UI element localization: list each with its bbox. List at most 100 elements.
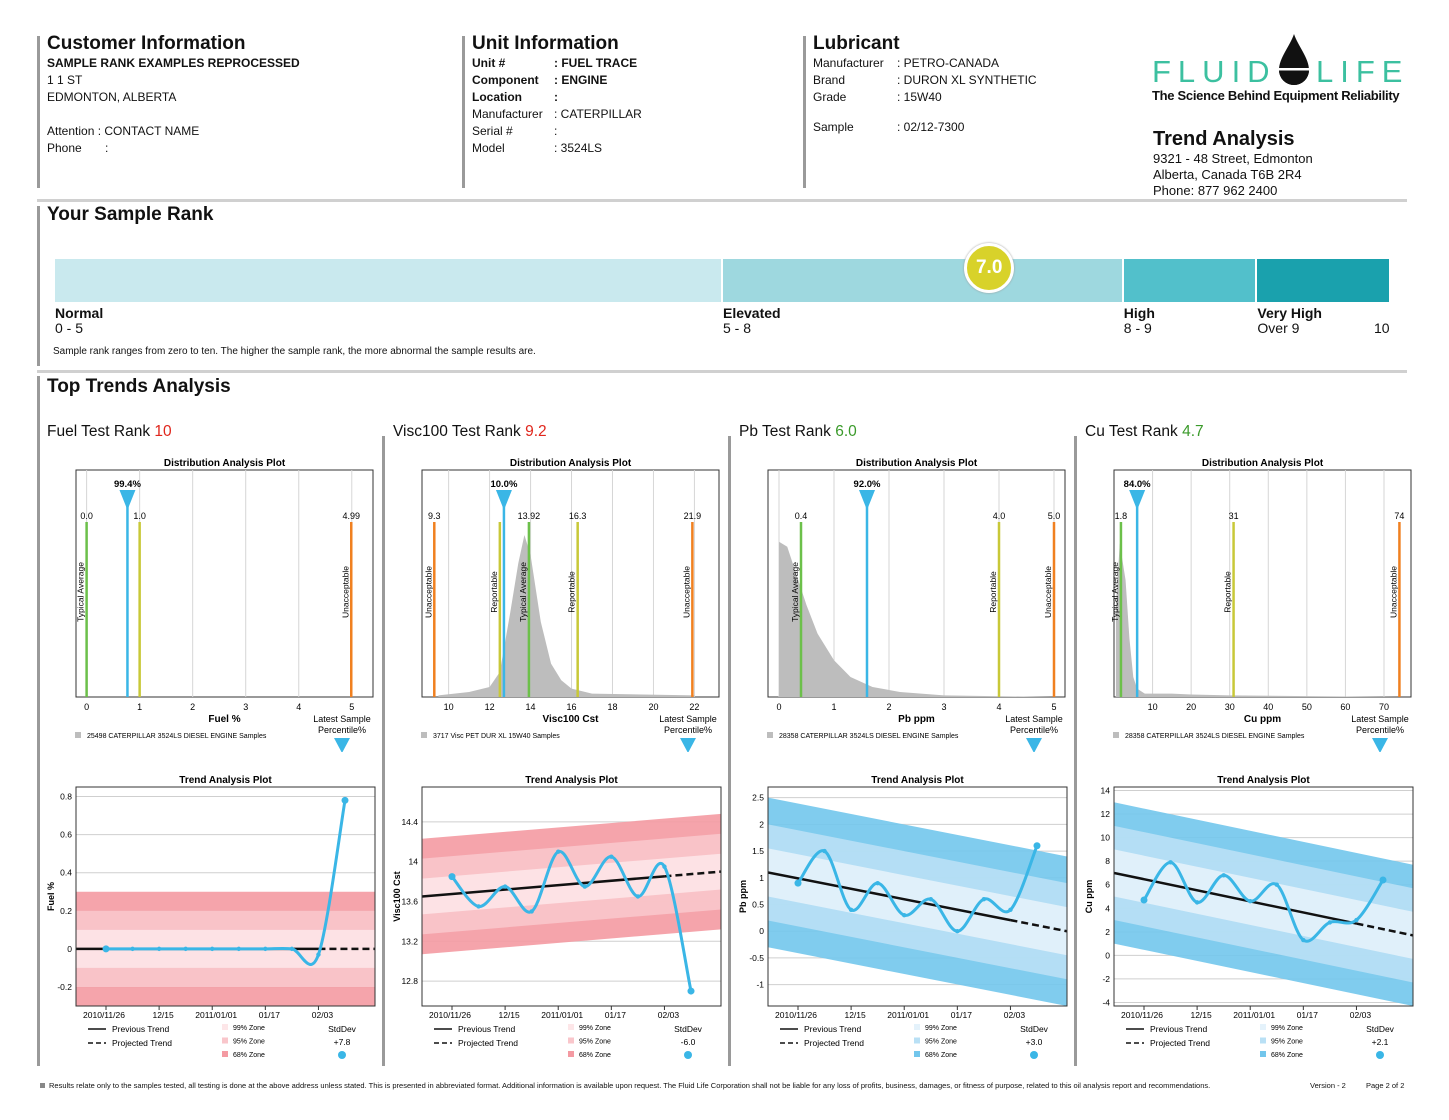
test-rank: 6.0	[835, 423, 857, 440]
legend-zone-swatch	[1260, 1051, 1266, 1057]
threshold-label: Unacceptable	[1043, 566, 1053, 618]
legend-zone: 95% Zone	[579, 1039, 611, 1046]
test-name: Cu Test Rank	[1085, 423, 1178, 440]
threshold-value: 4.0	[993, 511, 1006, 521]
phone-value: :	[105, 141, 109, 155]
unit-label: Location	[472, 90, 522, 104]
legend-zone: 99% Zone	[1271, 1025, 1303, 1032]
chart-title: Trend Analysis Plot	[525, 775, 618, 786]
report-title: Trend Analysis	[1153, 128, 1295, 150]
trend-chart: Trend Analysis Plot 0.8 0.6 0.4 0.2 0 -0.2 Fuel…	[46, 775, 376, 1059]
y-tick-label: 6	[1105, 880, 1110, 890]
samples-legend: 3717 Visc PET DUR XL 15W40 Samples	[433, 733, 560, 740]
chart-title: Trend Analysis Plot	[1217, 775, 1310, 786]
x-tick-label: 2	[190, 702, 195, 712]
data-point	[529, 909, 534, 914]
y-tick-label: 1	[759, 873, 764, 883]
percentile-arrow-icon	[680, 738, 696, 753]
x-tick-label: 01/17	[259, 1010, 281, 1020]
latest-sample-label: Latest Sample	[1351, 714, 1409, 724]
data-point	[1354, 917, 1359, 923]
threshold-value: 0.4	[795, 511, 808, 521]
distribution-area	[779, 541, 1054, 697]
footer-disclaimer: Results relate only to the samples teste…	[40, 1081, 1210, 1090]
data-point	[687, 987, 695, 995]
lubricant-label: Grade	[813, 90, 847, 104]
segment-range: 8 - 9	[1123, 320, 1152, 336]
test-rank: 10	[154, 423, 172, 440]
chart-title: Trend Analysis Plot	[179, 775, 272, 786]
x-tick-label: 22	[689, 702, 699, 712]
segment-range: Over 9	[1257, 320, 1300, 336]
y-tick-label: 1.5	[752, 846, 764, 856]
x-tick-label: 18	[607, 702, 617, 712]
data-point	[476, 904, 481, 909]
percentile-label: Percentile%	[1010, 725, 1058, 735]
x-tick-label: 2011/01/01	[195, 1010, 237, 1020]
latest-sample-arrow-icon	[119, 490, 136, 510]
unit-row: Component: ENGINE	[472, 72, 642, 89]
legend-zone-swatch	[914, 1051, 920, 1057]
x-tick-label: 02/03	[1004, 1010, 1026, 1020]
x-tick-label: 20	[1186, 702, 1196, 712]
plot-area	[421, 469, 720, 698]
segment-name: Very High	[1257, 305, 1322, 321]
lubricant-value: : 15W40	[897, 90, 942, 104]
stddev-label: StdDev	[674, 1024, 703, 1034]
report-address1: 9321 - 48 Street, Edmonton	[1153, 151, 1313, 166]
plot-border	[75, 786, 376, 1007]
latest-sample-arrow-icon	[859, 490, 875, 510]
sample-series-line	[1142, 860, 1385, 943]
segment-range: 5 - 8	[723, 320, 752, 336]
divider	[803, 36, 806, 188]
projected-trend-line	[1010, 918, 1067, 933]
rank-segment-label: Normal 0 - 5	[55, 306, 103, 336]
legend-swatch	[75, 732, 81, 738]
threshold-label: Reportable	[489, 571, 499, 613]
legend-zone: 99% Zone	[925, 1025, 957, 1032]
y-tick-label: -1	[756, 980, 764, 990]
unit-row: Model: 3524LS	[472, 140, 642, 157]
y-tick-label: 14	[409, 857, 419, 867]
percentile-value: 84.0%	[1124, 479, 1151, 490]
x-axis-label: Cu ppm	[1244, 714, 1281, 725]
stddev-value: +2.1	[1372, 1037, 1389, 1047]
x-tick-label: 2011/01/01	[541, 1010, 583, 1020]
legend-zone-swatch	[222, 1024, 228, 1030]
unit-value: :	[554, 90, 558, 104]
stddev-dot-icon	[338, 1051, 346, 1059]
data-point	[183, 946, 188, 952]
footer-version: Version - 2	[1310, 1081, 1346, 1090]
logo-tagline: The Science Behind Equipment Reliability	[1152, 88, 1400, 103]
chart-title: Distribution Analysis Plot	[1202, 458, 1324, 469]
latest-sample-label: Latest Sample	[1005, 714, 1063, 724]
rank-segment-very-high	[1257, 259, 1389, 302]
threshold-label: Reportable	[988, 571, 998, 613]
footer-text: Results relate only to the samples teste…	[49, 1081, 1211, 1090]
threshold-label: Unacceptable	[423, 566, 433, 618]
rank-note: Sample rank ranges from zero to ten. The…	[53, 346, 536, 357]
phone-row: Phone:	[47, 140, 300, 157]
data-point	[263, 946, 268, 952]
data-point	[289, 946, 295, 952]
y-tick-label: 0.2	[60, 906, 72, 916]
x-tick-label: 2	[886, 702, 891, 712]
legend-zone-swatch	[568, 1024, 574, 1030]
stddev-dot-icon	[1376, 1051, 1384, 1059]
x-tick-label: 3	[941, 702, 946, 712]
y-tick-label: 2.5	[752, 793, 764, 803]
unit-label: Unit #	[472, 56, 506, 70]
data-point	[981, 896, 987, 902]
divider	[37, 36, 40, 188]
test-rank: 9.2	[525, 423, 547, 440]
data-point	[822, 848, 827, 854]
y-axis-label: Cu ppm	[1084, 880, 1094, 914]
x-tick-label: 02/03	[1350, 1010, 1372, 1020]
x-tick-label: 02/03	[312, 1010, 334, 1020]
unit-row: Serial #:	[472, 123, 642, 140]
threshold-value: 5.0	[1048, 511, 1061, 521]
legend-zone: 99% Zone	[579, 1025, 611, 1032]
rank-segment-elevated	[723, 259, 1122, 302]
rank-segment-high	[1123, 259, 1256, 302]
y-tick-label: 10	[1101, 833, 1111, 843]
